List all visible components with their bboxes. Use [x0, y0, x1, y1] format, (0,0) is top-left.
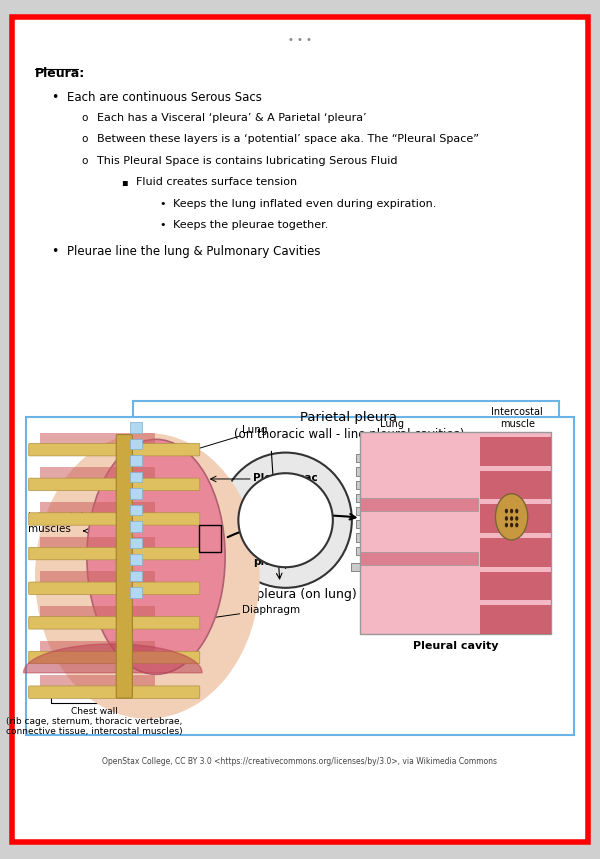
FancyBboxPatch shape [130, 538, 142, 548]
FancyBboxPatch shape [356, 467, 369, 476]
FancyBboxPatch shape [356, 507, 369, 515]
FancyBboxPatch shape [29, 686, 200, 698]
FancyBboxPatch shape [350, 564, 360, 570]
FancyBboxPatch shape [130, 422, 142, 433]
Text: OpenStax College, CC BY 3.0 <https://creativecommons.org/licenses/by/3.0>, via W: OpenStax College, CC BY 3.0 <https://cre… [103, 757, 497, 766]
FancyBboxPatch shape [362, 564, 371, 570]
Text: Lung: Lung [380, 418, 404, 429]
FancyBboxPatch shape [29, 617, 200, 629]
FancyBboxPatch shape [40, 641, 155, 662]
Text: ▪: ▪ [121, 177, 128, 187]
FancyBboxPatch shape [116, 435, 133, 698]
FancyBboxPatch shape [40, 675, 155, 697]
FancyBboxPatch shape [26, 417, 574, 734]
FancyBboxPatch shape [130, 570, 142, 582]
Circle shape [496, 494, 528, 540]
Text: Diaphragm: Diaphragm [242, 605, 301, 615]
FancyBboxPatch shape [12, 17, 588, 842]
Text: Pleural
space: Pleural space [137, 500, 176, 521]
FancyBboxPatch shape [480, 471, 551, 499]
Ellipse shape [87, 439, 225, 674]
FancyBboxPatch shape [480, 504, 551, 533]
Text: o: o [81, 113, 88, 123]
Text: Parietal
pleura: Parietal pleura [253, 506, 299, 527]
Text: Continuous at lung
root (hilum of lung): Continuous at lung root (hilum of lung) [369, 500, 477, 521]
FancyBboxPatch shape [40, 467, 155, 489]
Text: Each are continuous Serous Sacs: Each are continuous Serous Sacs [67, 91, 262, 105]
FancyBboxPatch shape [40, 606, 155, 627]
FancyBboxPatch shape [356, 521, 369, 528]
Circle shape [505, 509, 508, 514]
FancyBboxPatch shape [480, 437, 551, 466]
FancyBboxPatch shape [130, 587, 142, 598]
Circle shape [510, 523, 513, 527]
Text: Visceral
pleura: Visceral pleura [253, 545, 299, 567]
FancyBboxPatch shape [29, 443, 200, 456]
Circle shape [510, 516, 513, 521]
Text: Keeps the pleurae together.: Keeps the pleurae together. [173, 220, 329, 230]
Text: Pleural cavity: Pleural cavity [413, 641, 498, 650]
Text: Fluid creates surface tension: Fluid creates surface tension [136, 177, 297, 187]
FancyBboxPatch shape [130, 554, 142, 564]
Text: o: o [81, 155, 88, 166]
Circle shape [505, 523, 508, 527]
Text: Parietal pleura: Parietal pleura [301, 411, 397, 423]
Circle shape [515, 523, 518, 527]
Text: Visceral pleura (on lung): Visceral pleura (on lung) [203, 588, 357, 601]
Text: (on thoracic wall - line pleural cavities): (on thoracic wall - line pleural cavitie… [234, 428, 464, 441]
FancyBboxPatch shape [356, 454, 369, 462]
Text: •: • [51, 245, 59, 258]
FancyBboxPatch shape [40, 433, 155, 454]
FancyBboxPatch shape [29, 582, 200, 594]
Text: Keeps the lung inflated even during expiration.: Keeps the lung inflated even during expi… [173, 198, 437, 209]
Circle shape [515, 516, 518, 521]
Text: Intercostal
muscles: Intercostal muscles [28, 512, 83, 533]
Polygon shape [23, 644, 202, 673]
FancyBboxPatch shape [130, 455, 142, 466]
Text: Pleurae line the lung & Pulmonary Cavities: Pleurae line the lung & Pulmonary Caviti… [67, 245, 320, 258]
FancyBboxPatch shape [361, 497, 478, 511]
Text: • • •: • • • [288, 35, 312, 46]
FancyBboxPatch shape [356, 533, 369, 542]
Text: Pleural sac: Pleural sac [253, 473, 317, 484]
Text: Lung: Lung [242, 425, 268, 436]
Ellipse shape [238, 473, 333, 567]
FancyBboxPatch shape [356, 481, 369, 489]
FancyBboxPatch shape [133, 400, 559, 611]
FancyBboxPatch shape [40, 537, 155, 558]
Text: Intercostal
muscle: Intercostal muscle [491, 407, 543, 429]
FancyBboxPatch shape [480, 538, 551, 567]
FancyBboxPatch shape [40, 571, 155, 593]
Circle shape [515, 509, 518, 514]
Text: Each has a Visceral ‘pleura’ & A Parietal ‘pleura’: Each has a Visceral ‘pleura’ & A Parieta… [97, 113, 367, 123]
FancyBboxPatch shape [29, 478, 200, 490]
FancyBboxPatch shape [130, 488, 142, 499]
Circle shape [510, 509, 513, 514]
FancyBboxPatch shape [480, 606, 551, 634]
FancyBboxPatch shape [130, 521, 142, 532]
Circle shape [505, 516, 508, 521]
Text: •: • [159, 220, 166, 230]
FancyBboxPatch shape [40, 502, 155, 523]
FancyBboxPatch shape [480, 572, 551, 600]
FancyBboxPatch shape [29, 651, 200, 664]
Text: Between these layers is a ‘potential’ space aka. The “Pleural Space”: Between these layers is a ‘potential’ sp… [97, 134, 479, 144]
Text: •: • [159, 198, 166, 209]
Text: Pleura:: Pleura: [35, 67, 85, 80]
FancyBboxPatch shape [356, 546, 369, 555]
Text: o: o [81, 134, 88, 144]
Ellipse shape [35, 433, 260, 719]
FancyBboxPatch shape [130, 504, 142, 515]
FancyBboxPatch shape [130, 472, 142, 482]
Ellipse shape [220, 453, 352, 588]
Text: •: • [51, 91, 59, 105]
Text: This Pleural Space is contains lubricating Serous Fluid: This Pleural Space is contains lubricati… [97, 155, 398, 166]
FancyBboxPatch shape [356, 494, 369, 502]
FancyBboxPatch shape [130, 439, 142, 449]
FancyBboxPatch shape [29, 513, 200, 525]
FancyBboxPatch shape [361, 432, 551, 634]
FancyBboxPatch shape [29, 547, 200, 560]
FancyBboxPatch shape [361, 552, 478, 565]
Text: Chest wall
(rib cage, sternum, thoracic vertebrae,
connective tissue, intercosta: Chest wall (rib cage, sternum, thoracic … [6, 707, 182, 736]
